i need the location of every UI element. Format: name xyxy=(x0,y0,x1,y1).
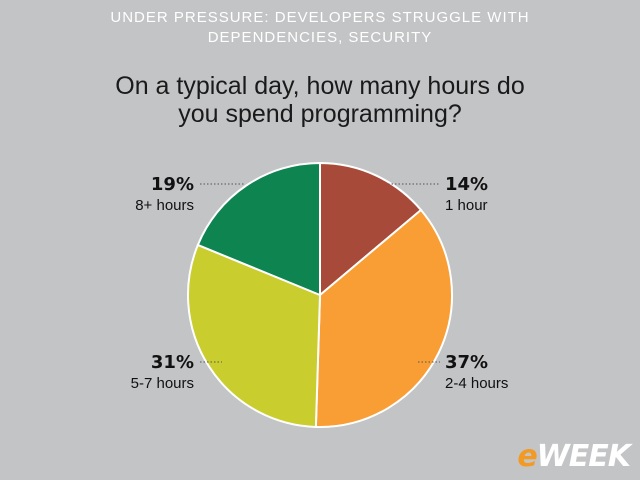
pie-slice-2-4-hours xyxy=(314,208,453,428)
pie-slice-1-hour xyxy=(319,161,423,298)
category-label-8-plus-hours: 8+ hours xyxy=(135,197,194,214)
data-label-5-7-hours: 31% xyxy=(151,352,194,373)
eweek-logo: eWEEK xyxy=(517,439,631,474)
data-label-2-4-hours: 37% xyxy=(445,352,488,373)
data-label-1-hour: 14% xyxy=(445,174,488,195)
pie-slice-8-plus-hours xyxy=(196,161,321,297)
category-label-2-4-hours: 2-4 hours xyxy=(445,375,508,392)
page-title-line-1: UNDER PRESSURE: DEVELOPERS STRUGGLE WITH xyxy=(110,9,530,26)
eweek-logo-prefix: e xyxy=(517,439,537,474)
chart-title: On a typical day, how many hours do you … xyxy=(0,72,640,128)
category-label-1-hour: 1 hour xyxy=(445,197,488,214)
chart-title-line-1: On a typical day, how many hours do xyxy=(115,72,525,100)
chart-title-line-2: you spend programming? xyxy=(178,100,462,128)
page-title-line-2: DEPENDENCIES, SECURITY xyxy=(207,29,433,46)
category-label-5-7-hours: 5-7 hours xyxy=(131,375,194,392)
pie-slice-5-7-hours xyxy=(187,243,322,428)
eweek-logo-name: WEEK xyxy=(536,439,631,474)
page-title: UNDER PRESSURE: DEVELOPERS STRUGGLE WITH… xyxy=(0,8,640,48)
data-label-8-plus-hours: 19% xyxy=(151,174,194,195)
